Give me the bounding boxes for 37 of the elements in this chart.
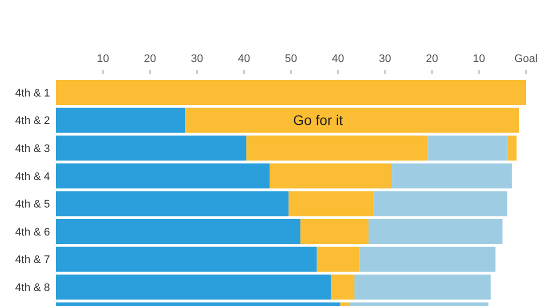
bar (185, 108, 519, 133)
y-tick-label: 4th & 6 (15, 226, 50, 238)
bar (373, 191, 508, 216)
x-tick-label: 50 (284, 53, 298, 65)
bar (56, 136, 246, 161)
x2-tick-label: Goal (514, 53, 538, 65)
bar (507, 136, 517, 161)
bar (368, 219, 502, 244)
bar (316, 246, 360, 272)
bar (56, 191, 289, 216)
bar (56, 108, 186, 133)
y-tick-label: 4th & 4 (15, 170, 50, 183)
bar (56, 246, 317, 272)
bar (56, 163, 270, 188)
y-tick-label: 4th & 1 (15, 87, 50, 100)
bar (330, 274, 354, 300)
x-tick-label: 10 (96, 53, 110, 65)
x-tick-label: 40 (238, 53, 250, 65)
bar (246, 136, 428, 161)
bar (300, 219, 369, 244)
y-tick-label: 4th & 5 (15, 198, 50, 211)
bar (56, 219, 300, 244)
x-tick-label: 30 (190, 53, 204, 65)
bar (359, 246, 496, 272)
y-tick-label: 4th & 2 (15, 115, 50, 128)
bar (354, 274, 491, 300)
bar (288, 191, 374, 216)
bar (392, 163, 512, 188)
x-tick-label: 20 (144, 53, 156, 65)
bar (56, 274, 331, 300)
y-tick-label: 4th & 8 (15, 282, 50, 294)
bar (56, 80, 526, 105)
y-tick-label: 4th & 3 (15, 142, 50, 155)
bar (427, 136, 508, 161)
bar (270, 163, 392, 188)
annotation: Go for it (293, 112, 344, 128)
y-tick-label: 4th & 7 (15, 254, 50, 266)
